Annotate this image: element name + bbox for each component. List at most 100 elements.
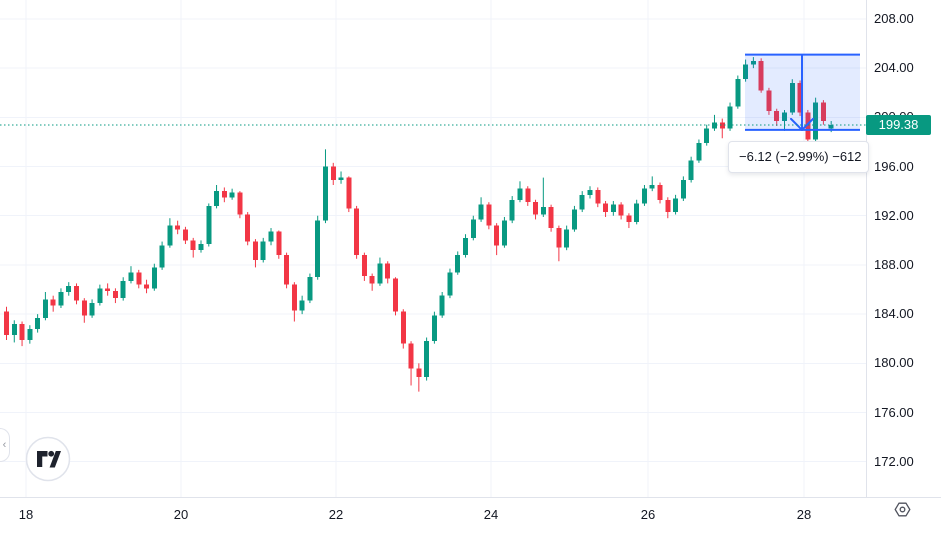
candle-body xyxy=(540,207,546,215)
price-axis[interactable]: 208.00204.00200.00196.00192.00188.00184.… xyxy=(866,0,941,497)
candle-body xyxy=(501,220,507,246)
candle-body xyxy=(673,198,679,213)
candle-body xyxy=(97,288,103,304)
candle-body xyxy=(789,82,795,113)
candle-body xyxy=(284,255,290,285)
candle-body xyxy=(743,64,749,80)
candle-body xyxy=(634,203,640,222)
candle-body xyxy=(517,188,523,200)
price-axis-label: 192.00 xyxy=(874,207,914,223)
candle-body xyxy=(346,177,352,209)
time-axis-label: 22 xyxy=(328,507,344,522)
candle-body xyxy=(431,315,437,342)
candle-body xyxy=(175,225,181,230)
candle-body xyxy=(221,191,227,198)
candle-body xyxy=(595,189,601,204)
candle-body xyxy=(509,199,515,221)
candle-body xyxy=(704,128,710,144)
gear-icon xyxy=(894,502,911,517)
candle-body xyxy=(641,188,647,204)
measure-tooltip-text: −6.12 (−2.99%) −612 xyxy=(739,149,862,164)
candle-body xyxy=(315,220,321,278)
candle-body xyxy=(369,276,375,284)
candle-body xyxy=(237,192,243,215)
candle-body xyxy=(307,277,313,301)
candle-body xyxy=(276,231,282,256)
candle-body xyxy=(182,229,188,241)
candle-body xyxy=(385,263,391,279)
time-axis-label: 18 xyxy=(18,507,34,522)
candle-body xyxy=(774,111,780,122)
candle-body xyxy=(603,203,609,213)
measure-tool-arrowhead xyxy=(790,117,803,131)
axis-settings-gear-icon[interactable] xyxy=(893,500,912,519)
time-axis-label: 26 xyxy=(640,507,656,522)
price-axis-label: 188.00 xyxy=(874,256,914,272)
candle-body xyxy=(198,244,204,251)
candle-body xyxy=(556,228,562,248)
candle-body xyxy=(66,285,72,293)
time-axis[interactable]: 18 20 22 24 26 28 xyxy=(0,497,941,533)
candle-body xyxy=(486,204,492,226)
candle-body xyxy=(214,191,220,206)
measure-tool-arrowhead xyxy=(801,117,814,131)
chevron-left-icon: ‹ xyxy=(2,438,7,451)
candle-body xyxy=(167,225,173,246)
tradingview-logo-icon xyxy=(25,436,71,482)
candle-body xyxy=(361,255,367,277)
candle-body xyxy=(579,194,585,210)
price-axis-label: 172.00 xyxy=(874,453,914,469)
collapse-panel-button[interactable]: ‹ xyxy=(0,428,10,462)
tradingview-logo[interactable] xyxy=(25,436,71,482)
candle-body xyxy=(268,231,274,242)
candle-body xyxy=(229,192,235,198)
candle-body xyxy=(151,267,157,289)
candle-body xyxy=(159,245,165,268)
candle-body xyxy=(144,284,150,289)
candle-body xyxy=(727,106,733,129)
candle-body xyxy=(35,317,41,329)
candle-body xyxy=(42,299,48,318)
candle-body xyxy=(571,209,577,230)
candle-body xyxy=(27,328,33,340)
candle-body xyxy=(299,300,305,311)
candle-body xyxy=(470,219,476,238)
candle-body xyxy=(322,166,328,221)
candle-body xyxy=(711,122,717,129)
candle-body xyxy=(19,323,25,340)
candle-body xyxy=(696,143,702,161)
candle-body xyxy=(393,278,398,312)
candle-body xyxy=(291,284,297,311)
candle-body xyxy=(58,292,64,306)
candle-body xyxy=(74,285,80,301)
price-axis-label: 176.00 xyxy=(874,404,914,420)
candle-body xyxy=(494,225,500,246)
candle-body xyxy=(657,184,663,200)
candle-body xyxy=(50,299,56,306)
candle-body xyxy=(330,166,336,181)
candle-body xyxy=(252,241,258,261)
candle-body xyxy=(797,82,803,113)
candle-body xyxy=(478,204,484,220)
candle-body xyxy=(735,79,741,107)
candle-body xyxy=(805,112,811,140)
candle-body xyxy=(665,199,671,213)
candle-body xyxy=(533,202,539,215)
candle-body xyxy=(750,60,756,65)
candle-body xyxy=(400,311,406,344)
candle-body xyxy=(719,122,725,129)
candle-body xyxy=(245,214,251,242)
candle-body xyxy=(260,241,266,261)
candle-body xyxy=(89,303,95,316)
candle-body xyxy=(564,229,570,248)
candle-body xyxy=(377,263,383,284)
candle-body xyxy=(820,102,826,122)
candle-body xyxy=(626,215,632,222)
candle-body xyxy=(81,300,87,316)
candle-body xyxy=(439,295,445,316)
candle-body xyxy=(136,272,142,285)
candle-body xyxy=(128,272,134,281)
candle-body xyxy=(206,205,212,245)
